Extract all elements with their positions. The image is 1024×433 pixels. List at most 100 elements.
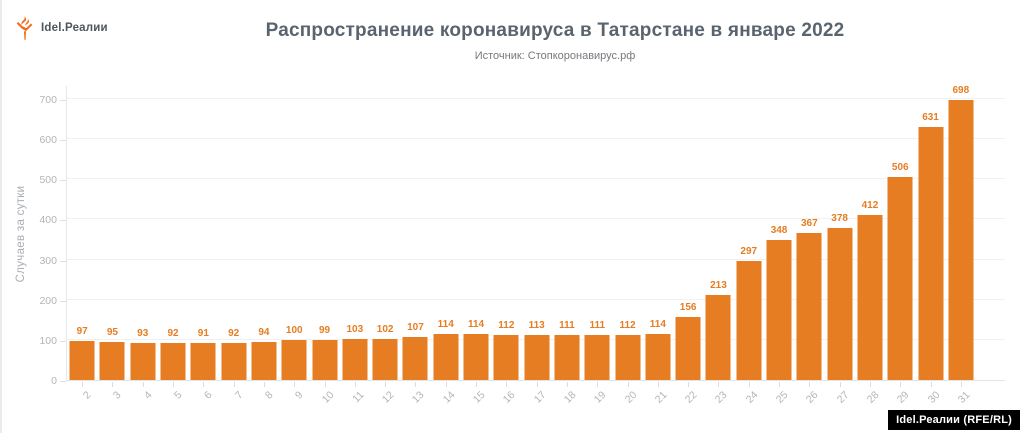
x-axis-tick (930, 382, 932, 387)
bar-day-20 (615, 335, 641, 380)
bar-day-19 (584, 335, 610, 380)
bar-day-28 (857, 214, 883, 380)
bar-value-label: 412 (861, 199, 879, 211)
bar-value-label: 631 (922, 111, 939, 123)
x-tick-label: 16 (501, 389, 518, 406)
bar-slot: 93 (128, 85, 158, 380)
y-tick-label: 500 (39, 174, 57, 187)
gridline (67, 298, 1005, 300)
bar-day-17 (524, 334, 550, 380)
y-axis-tick (60, 100, 66, 101)
bar-day-23 (705, 294, 731, 380)
bar-value-label: 348 (770, 225, 788, 237)
x-tick-label: 13 (410, 389, 427, 406)
bar-value-label: 114 (467, 319, 485, 331)
gridline (67, 178, 1005, 180)
bar-day-10 (312, 340, 338, 380)
bar-slot: 92 (158, 85, 188, 380)
bar-day-22 (675, 317, 701, 380)
bar-slot: 156 (673, 85, 703, 380)
x-tick-label: 24 (743, 389, 761, 406)
x-tick-label: 8 (262, 389, 276, 402)
bar-value-label: 92 (228, 328, 240, 340)
bar-value-label: 95 (106, 326, 118, 338)
bar-value-label: 698 (952, 84, 970, 96)
bar-slot: 412 (855, 85, 885, 380)
bar-slot: 107 (400, 85, 430, 380)
y-tick-label: 300 (39, 254, 57, 267)
bar-value-label: 91 (197, 328, 209, 340)
x-tick-label: 21 (652, 389, 670, 406)
bar-slot: 114 (431, 85, 461, 380)
logo-text: Idel.Реалии (41, 22, 108, 34)
y-tick-label: 600 (39, 134, 57, 147)
rferl-torch-icon (16, 16, 33, 40)
x-tick-label: 15 (470, 389, 488, 406)
x-axis-tick (324, 382, 326, 387)
bar-day-16 (493, 335, 519, 380)
plot-area: 0 100 200 300 400 500 600 700 97 95 93 92 91 92 94 100 9… (39, 85, 1005, 406)
x-axis-tick (476, 382, 478, 387)
y-tick-label: 200 (39, 294, 57, 307)
bar-day-5 (160, 343, 186, 380)
x-axis-tick (263, 382, 265, 387)
x-tick-label: 23 (713, 389, 730, 406)
gridline (67, 138, 1005, 140)
bar-slot: 506 (885, 85, 915, 380)
bar-day-30 (918, 126, 944, 380)
bar-value-label: 107 (407, 322, 424, 334)
gridline (67, 258, 1005, 260)
bar-day-13 (402, 337, 428, 380)
x-axis-tick (960, 382, 962, 387)
x-tick-label: 4 (141, 389, 155, 402)
bar-value-label: 99 (318, 325, 331, 337)
y-axis-tick (60, 340, 66, 342)
x-tick-label: 26 (804, 389, 821, 406)
x-tick-label: 19 (591, 389, 609, 406)
bar-slot: 631 (915, 85, 945, 380)
y-tick-label: 100 (39, 334, 57, 347)
bar-slot: 297 (734, 85, 764, 380)
bar-value-label: 103 (346, 323, 364, 335)
bar-slot: 94 (249, 85, 279, 380)
x-axis-tick (718, 382, 720, 387)
x-tick-label: 11 (350, 389, 367, 406)
x-axis-tick (900, 382, 902, 387)
x-axis-tick (445, 382, 447, 387)
x-axis-tick (82, 382, 84, 387)
bar-slot: 97 (67, 85, 97, 380)
y-axis-title: Случаев за сутки (15, 185, 27, 283)
bar-slot: 100 (279, 85, 309, 380)
bar-day-6 (190, 343, 216, 380)
bar-day-15 (463, 334, 489, 380)
x-axis-tick (688, 382, 690, 387)
bar-value-label: 93 (137, 327, 149, 339)
x-tick-label: 20 (622, 389, 640, 406)
bar-day-24 (736, 260, 762, 380)
watermark-badge: Idel.Реалии (RFE/RL) (888, 410, 1020, 430)
x-tick-label: 27 (834, 389, 852, 406)
x-axis-tick (869, 382, 871, 387)
x-axis-tick (779, 382, 781, 387)
bar-day-4 (130, 342, 156, 380)
idel-realii-logo: Idel.Реалии (14, 16, 108, 40)
bar-value-label: 114 (649, 319, 666, 331)
x-axis-tick (566, 382, 568, 387)
bar-slot: 112 (612, 85, 642, 380)
x-tick-label: 6 (202, 389, 215, 402)
bar-day-7 (221, 343, 247, 380)
bar-day-31 (948, 99, 974, 380)
page-edge-strip (0, 0, 2, 433)
bar-value-label: 111 (589, 320, 606, 332)
y-tick-label: 0 (51, 375, 57, 387)
bar-value-label: 102 (376, 324, 394, 336)
x-axis-tick (657, 382, 659, 387)
bars-layer: 97 95 93 92 91 92 94 100 99 103 102 107 114 114 112 113… (67, 85, 976, 380)
bar-value-label: 297 (740, 245, 758, 257)
x-axis-tick (506, 382, 508, 387)
x-tick-label: 22 (682, 389, 700, 406)
bar-day-9 (281, 339, 307, 380)
bar-day-2 (69, 341, 95, 380)
bar-day-29 (887, 176, 913, 380)
